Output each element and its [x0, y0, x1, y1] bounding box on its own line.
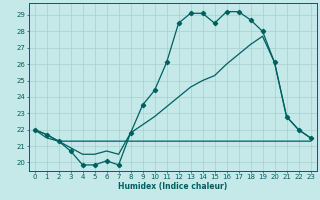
X-axis label: Humidex (Indice chaleur): Humidex (Indice chaleur) — [118, 182, 227, 191]
